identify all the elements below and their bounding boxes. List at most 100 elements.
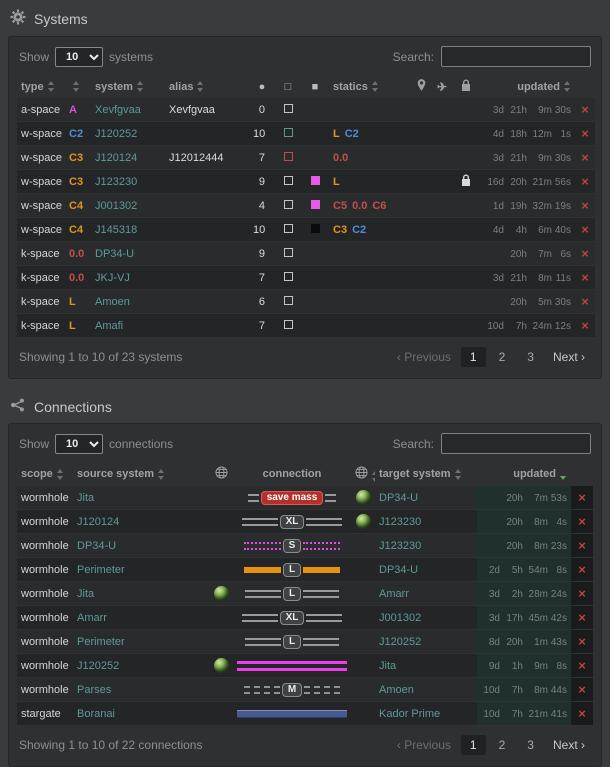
sort-icon[interactable] xyxy=(47,81,55,93)
page-button-3[interactable]: 3 xyxy=(527,350,534,364)
table-row[interactable]: wormhole J120252 Jita 9d 1h 9m 8s × xyxy=(17,653,593,678)
sort-icon[interactable] xyxy=(56,468,64,480)
table-row[interactable]: a-space A Xevfgvaa Xevfgvaa 0 3d 21h 9m 30s… xyxy=(17,98,595,122)
table-row[interactable]: w-space C2 J120252 10 L C2 4d 18h 12m 1s × xyxy=(17,121,595,146)
table-row[interactable]: wormhole Jita save mass DP34-U 20h 7m 53s … xyxy=(17,486,593,510)
col-rally[interactable]: ✈ xyxy=(431,75,453,98)
system-link[interactable]: Amoen xyxy=(95,295,130,308)
col-square-outline[interactable]: □ xyxy=(275,75,301,98)
delete-button[interactable]: × xyxy=(581,246,589,261)
connection-cell[interactable]: XL xyxy=(233,606,351,630)
delete-button[interactable]: × xyxy=(571,533,593,558)
sort-icon[interactable] xyxy=(73,81,80,93)
source-system-link[interactable]: Jita xyxy=(77,587,95,600)
target-system-link[interactable]: Amarr xyxy=(379,587,409,600)
system-link[interactable]: J120252 xyxy=(95,127,138,140)
previous-button[interactable]: ‹ Previous xyxy=(396,738,451,752)
table-row[interactable]: w-space C4 J145318 10 C3 C2 4d 4h 6m 40s × xyxy=(17,217,595,242)
source-system-link[interactable]: Perimeter xyxy=(77,635,125,648)
source-system-link[interactable]: J120252 xyxy=(77,659,120,672)
system-link[interactable]: J123230 xyxy=(95,175,138,188)
delete-button[interactable]: × xyxy=(571,653,593,678)
table-row[interactable]: k-space 0.0 DP34-U 9 20h 7m 6s × xyxy=(17,241,595,266)
page-button-3[interactable]: 3 xyxy=(527,738,534,752)
system-link[interactable]: JKJ-VJ xyxy=(95,271,130,284)
page-size-select[interactable]: 10 xyxy=(55,46,104,67)
connection-cell[interactable]: L xyxy=(233,630,351,654)
delete-button[interactable]: × xyxy=(581,102,589,117)
delete-button[interactable]: × xyxy=(581,318,589,333)
connection-cell[interactable]: save mass xyxy=(233,486,351,510)
target-system-link[interactable]: J123230 xyxy=(379,515,422,528)
page-button-1[interactable]: 1 xyxy=(460,735,486,755)
sort-icon[interactable] xyxy=(372,470,375,482)
source-system-link[interactable]: Boranai xyxy=(77,707,115,720)
source-system-link[interactable]: Jita xyxy=(77,491,95,504)
connection-cell[interactable] xyxy=(233,702,351,726)
col-system[interactable]: system xyxy=(91,75,165,98)
delete-button[interactable]: × xyxy=(581,198,589,213)
table-row[interactable]: wormhole Perimeter L DP34-U 2d 5h 54m 8s × xyxy=(17,557,593,582)
system-link[interactable]: J001302 xyxy=(95,199,138,212)
connection-cell[interactable]: L xyxy=(233,582,351,606)
col-target-globe[interactable] xyxy=(351,462,375,486)
sort-desc-icon[interactable] xyxy=(560,469,567,480)
page-button-2[interactable]: 2 xyxy=(498,350,506,364)
col-statics[interactable]: statics xyxy=(329,75,411,98)
target-system-link[interactable]: J120252 xyxy=(379,635,422,648)
target-system-link[interactable]: Kador Prime xyxy=(379,707,441,720)
col-locked[interactable] xyxy=(453,75,479,98)
delete-button[interactable]: × xyxy=(581,222,589,237)
source-system-link[interactable]: Parses xyxy=(77,683,112,696)
target-system-link[interactable]: Amoen xyxy=(379,683,414,696)
col-class[interactable] xyxy=(65,75,91,98)
sort-icon[interactable] xyxy=(158,468,165,480)
table-row[interactable]: k-space L Amoen 6 20h 5m 30s × xyxy=(17,289,595,314)
delete-button[interactable]: × xyxy=(571,677,593,702)
source-system-link[interactable]: DP34-U xyxy=(77,539,117,552)
delete-button[interactable]: × xyxy=(571,605,593,630)
table-row[interactable]: wormhole Amarr XL J001302 3d 17h 45m 42s × xyxy=(17,605,593,630)
delete-button[interactable]: × xyxy=(581,294,589,309)
col-source-globe[interactable] xyxy=(209,462,233,486)
delete-button[interactable]: × xyxy=(571,629,593,654)
col-alias[interactable]: alias xyxy=(165,75,249,98)
delete-button[interactable]: × xyxy=(581,150,589,165)
sort-icon[interactable] xyxy=(136,81,144,93)
table-row[interactable]: k-space 0.0 JKJ-VJ 7 3d 21h 8m 11s × xyxy=(17,265,595,290)
table-row[interactable]: k-space L Amafi 7 10d 7h 24m 12s × xyxy=(17,313,595,338)
col-count[interactable]: ● xyxy=(249,75,275,98)
connection-cell[interactable]: XL xyxy=(233,510,351,534)
previous-button[interactable]: ‹ Previous xyxy=(396,350,451,364)
delete-button[interactable]: × xyxy=(581,174,589,189)
table-row[interactable]: wormhole Jita L Amarr 3d 2h 28m 24s × xyxy=(17,581,593,606)
table-row[interactable]: stargate Boranai Kador Prime 10d 7h 21m 41s… xyxy=(17,701,593,726)
connection-cell[interactable]: S xyxy=(233,534,351,558)
system-link[interactable]: J145318 xyxy=(95,223,138,236)
col-updated[interactable]: updated xyxy=(477,462,571,486)
system-link[interactable]: Xevfgvaa xyxy=(95,103,141,116)
connection-cell[interactable] xyxy=(233,654,351,678)
delete-button[interactable]: × xyxy=(571,701,593,726)
system-link[interactable]: J120124 xyxy=(95,151,138,164)
target-system-link[interactable]: J001302 xyxy=(379,611,422,624)
col-square-fill[interactable]: ■ xyxy=(301,75,329,98)
table-row[interactable]: wormhole DP34-U S J123230 20h 8m 23s × xyxy=(17,533,593,558)
sort-icon[interactable] xyxy=(454,468,462,480)
system-link[interactable]: DP34-U xyxy=(95,247,135,260)
source-system-link[interactable]: J120124 xyxy=(77,515,120,528)
next-button[interactable]: Next › xyxy=(552,738,585,752)
table-row[interactable]: wormhole J120124 XL J123230 20h 8m 4s × xyxy=(17,509,593,534)
source-system-link[interactable]: Perimeter xyxy=(77,563,125,576)
delete-button[interactable]: × xyxy=(581,270,589,285)
search-input[interactable] xyxy=(441,433,591,454)
system-link[interactable]: Amafi xyxy=(95,319,124,332)
table-row[interactable]: wormhole Parses M Amoen 10d 7h 8m 44s × xyxy=(17,677,593,702)
target-system-link[interactable]: DP34-U xyxy=(379,491,419,504)
search-input[interactable] xyxy=(441,46,591,67)
col-updated[interactable]: updated xyxy=(479,75,575,98)
table-row[interactable]: w-space C3 J120124 J12012444 7 0.0 3d 21h… xyxy=(17,145,595,170)
target-system-link[interactable]: DP34-U xyxy=(379,563,419,576)
sort-icon[interactable] xyxy=(564,81,571,93)
col-connection[interactable]: connection xyxy=(262,468,322,480)
